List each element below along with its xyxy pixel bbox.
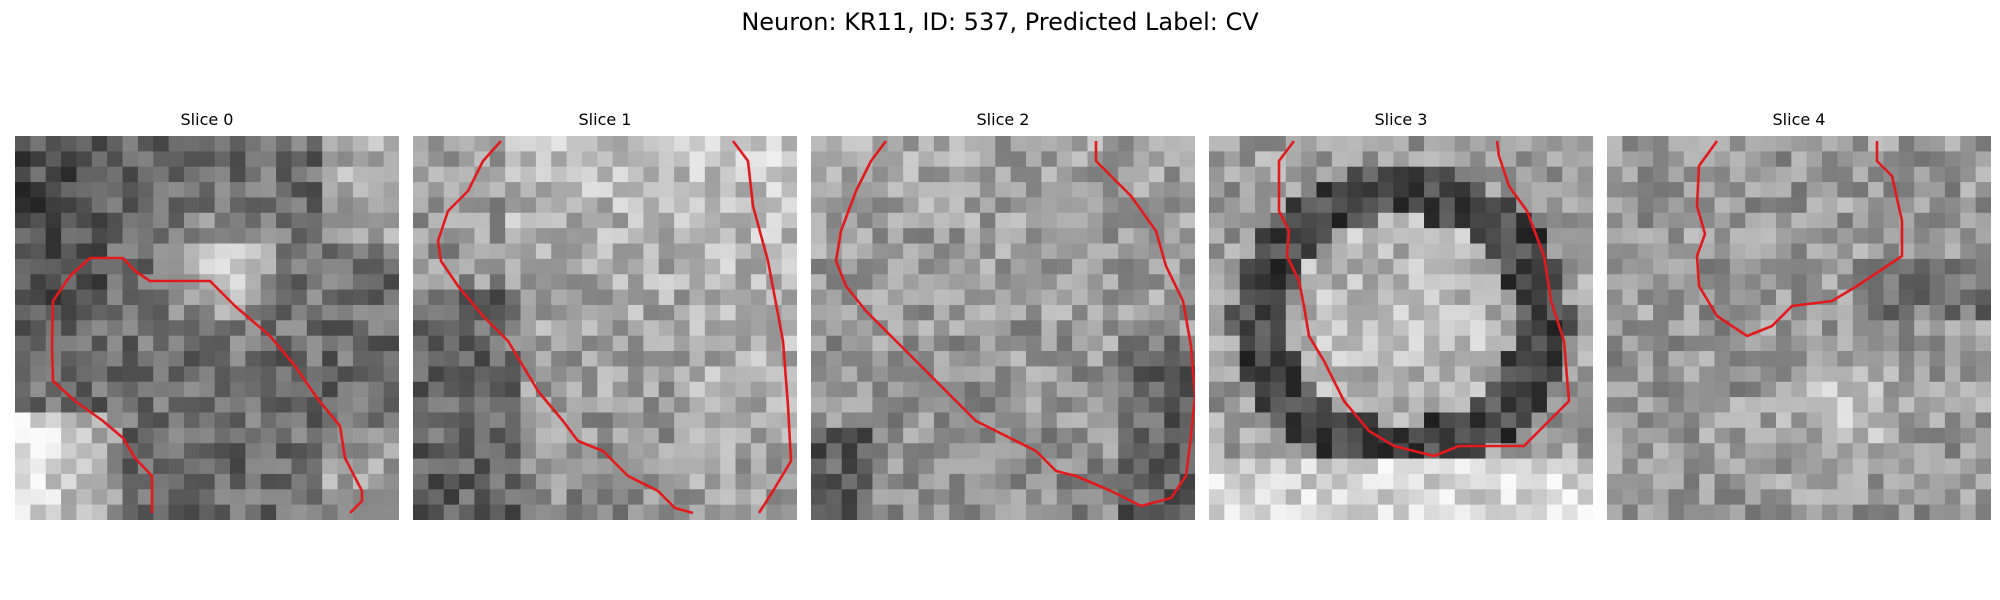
pixel-grid <box>811 136 1195 520</box>
slice-title: Slice 1 <box>578 110 632 129</box>
pixel-grid <box>1607 136 1991 520</box>
slice-title: Slice 2 <box>976 110 1030 129</box>
slice-title: Slice 3 <box>1374 110 1428 129</box>
pixel-grid <box>1209 136 1593 520</box>
slice-image-0 <box>15 136 399 520</box>
slice-panel-4: Slice 4 <box>1607 108 1991 520</box>
slice-title: Slice 0 <box>180 110 234 129</box>
segmentation-contour <box>1695 140 1904 338</box>
figure-title: Neuron: KR11, ID: 537, Predicted Label: … <box>741 8 1259 36</box>
slice-panel-1: Slice 1 <box>413 108 797 520</box>
pixel-grid <box>413 136 797 520</box>
slice-panel-3: Slice 3 <box>1209 108 1593 520</box>
slice-image-2 <box>811 136 1195 520</box>
slice-panel-0: Slice 0 <box>15 108 399 520</box>
segmentation-contour <box>436 140 793 515</box>
slice-image-1 <box>413 136 797 520</box>
slice-title: Slice 4 <box>1772 110 1826 129</box>
pixel-grid <box>15 136 399 520</box>
slice-image-4 <box>1607 136 1991 520</box>
segmentation-contour <box>834 140 1195 508</box>
slice-panel-2: Slice 2 <box>811 108 1195 520</box>
segmentation-contour <box>50 256 364 514</box>
segmentation-contour <box>1277 140 1571 458</box>
slice-image-3 <box>1209 136 1593 520</box>
